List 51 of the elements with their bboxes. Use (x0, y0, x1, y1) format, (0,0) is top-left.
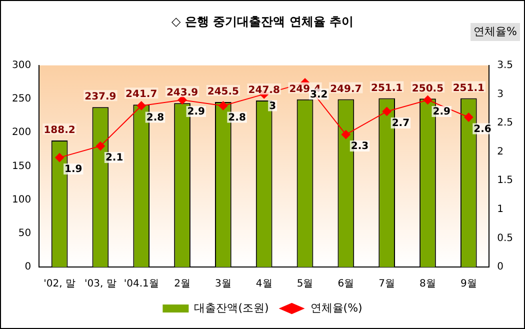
data-label: 243.9 (166, 88, 198, 99)
data-label: 250.5 (412, 83, 444, 94)
y-tick-label: 300 (12, 60, 32, 71)
x-tick-label: 3월 (214, 278, 232, 290)
data-label: 2.8 (228, 112, 246, 124)
data-label: 251.1 (371, 82, 403, 94)
data-label: 2.1 (105, 152, 124, 164)
y-tick-label: 100 (12, 194, 32, 206)
data-label: 251.1 (452, 82, 484, 94)
y2-tick-label: 1.5 (497, 175, 514, 186)
data-label: 241.7 (126, 89, 158, 100)
x-tick-label: 8월 (420, 278, 436, 290)
y-tick-label: 50 (18, 228, 32, 239)
y2-tick-label: 3.5 (497, 60, 514, 71)
data-label: 2.9 (187, 106, 206, 118)
y-tick-label: 0 (24, 262, 32, 273)
y2-axis-title: 연체율% (474, 24, 517, 38)
data-label: 237.9 (84, 92, 116, 103)
x-tick-label: 4월 (256, 278, 272, 290)
data-label: 2.7 (392, 118, 410, 130)
x-tick-label: 9월 (460, 278, 477, 290)
chart-title: ◇ 은행 중기대출잔액 연체율 추이 (172, 14, 354, 28)
data-label: 2.3 (350, 141, 369, 152)
y-tick-label: 200 (12, 127, 32, 138)
data-label: 2.6 (474, 124, 492, 135)
x-tick-label: 6월 (338, 278, 354, 290)
data-label: 3.2 (310, 89, 328, 100)
y2-tick-label: 3 (497, 88, 504, 100)
y2-tick-label: 0.5 (497, 232, 514, 244)
x-tick-label: '04.1월 (124, 278, 159, 290)
y-tick-label: 250 (12, 94, 32, 105)
x-tick-label: 2월 (174, 278, 190, 290)
data-label: 1.9 (64, 164, 82, 176)
data-label: 245.5 (207, 86, 240, 98)
legend-label: 연체율(%) (310, 301, 362, 314)
y2-tick-label: 0 (497, 262, 504, 273)
x-tick-label: '03, 말 (84, 278, 116, 290)
x-tick-label: '02, 말 (44, 278, 76, 290)
data-label: 249.7 (330, 84, 362, 95)
y2-tick-label: 1 (497, 204, 504, 215)
data-label: 2.8 (146, 112, 164, 124)
y-tick-label: 150 (12, 160, 32, 172)
data-label: 3 (269, 100, 276, 112)
data-label: 188.2 (44, 125, 76, 136)
y2-tick-label: 2.5 (497, 118, 514, 129)
x-tick-label: 5월 (296, 278, 314, 290)
data-label: 247.8 (248, 85, 280, 96)
data-label: 2.9 (432, 106, 450, 118)
y2-tick-label: 2 (497, 146, 504, 158)
legend-label: 대출잔액(조원) (194, 301, 269, 314)
x-tick-label: 7월 (378, 278, 396, 290)
